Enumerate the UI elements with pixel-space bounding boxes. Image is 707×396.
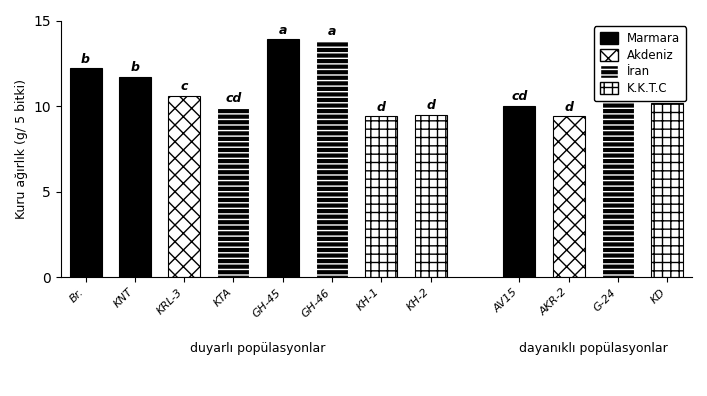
Text: cd: cd — [511, 91, 527, 103]
Text: b: b — [130, 61, 139, 74]
Legend: Marmara, Akdeniz, İran, K.K.T.C: Marmara, Akdeniz, İran, K.K.T.C — [594, 27, 686, 101]
Text: b: b — [81, 53, 90, 66]
Bar — [503, 106, 535, 277]
Text: d: d — [426, 99, 436, 112]
Text: c: c — [180, 80, 188, 93]
Text: a: a — [279, 24, 287, 37]
Text: a: a — [328, 25, 337, 38]
Text: b: b — [614, 58, 623, 71]
Bar — [69, 69, 102, 277]
Text: dayanıklı popülasyonlar: dayanıklı popülasyonlar — [519, 342, 668, 355]
Text: cd: cd — [659, 87, 675, 100]
Bar — [316, 40, 348, 277]
Y-axis label: Kuru ağırlık (g/ 5 bitki): Kuru ağırlık (g/ 5 bitki) — [15, 79, 28, 219]
Text: d: d — [377, 101, 386, 114]
Bar — [651, 103, 684, 277]
Bar — [415, 114, 447, 277]
Bar — [168, 96, 200, 277]
Text: d: d — [564, 101, 573, 114]
Text: cd: cd — [226, 92, 242, 105]
Text: duyarlı popülasyonlar: duyarlı popülasyonlar — [190, 342, 326, 355]
Bar — [366, 116, 397, 277]
Bar — [119, 77, 151, 277]
Bar — [267, 39, 299, 277]
Bar — [218, 108, 250, 277]
Bar — [602, 74, 634, 277]
Bar — [553, 116, 585, 277]
